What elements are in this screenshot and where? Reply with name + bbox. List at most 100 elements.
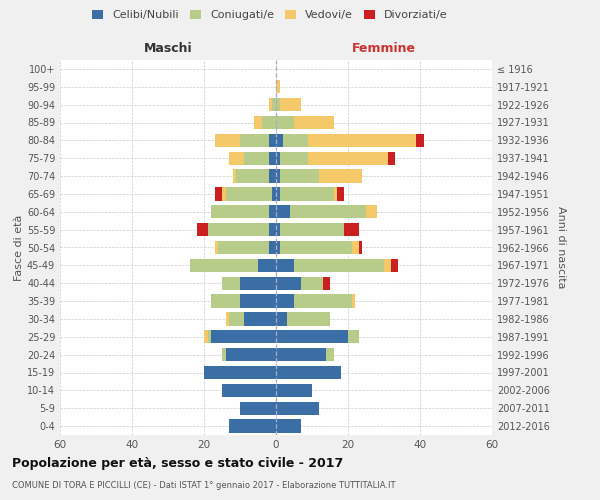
- Bar: [269, 134, 276, 147]
- Bar: [276, 98, 280, 112]
- Bar: [276, 402, 319, 415]
- Bar: [197, 223, 208, 236]
- Bar: [276, 330, 348, 344]
- Bar: [211, 205, 269, 218]
- Bar: [229, 312, 244, 326]
- Bar: [416, 134, 424, 147]
- Bar: [276, 170, 280, 183]
- Bar: [352, 241, 359, 254]
- Bar: [215, 241, 218, 254]
- Bar: [276, 223, 280, 236]
- Bar: [323, 276, 330, 290]
- Text: COMUNE DI TORA E PICCILLI (CE) - Dati ISTAT 1° gennaio 2017 - Elaborazione TUTTI: COMUNE DI TORA E PICCILLI (CE) - Dati IS…: [12, 481, 395, 490]
- Bar: [276, 241, 280, 254]
- Bar: [276, 348, 326, 362]
- Bar: [222, 348, 226, 362]
- Bar: [348, 330, 359, 344]
- Bar: [301, 276, 323, 290]
- Text: Popolazione per età, sesso e stato civile - 2017: Popolazione per età, sesso e stato civil…: [12, 458, 343, 470]
- Y-axis label: Anni di nascita: Anni di nascita: [556, 206, 566, 289]
- Bar: [294, 258, 384, 272]
- Bar: [344, 223, 359, 236]
- Bar: [262, 116, 276, 129]
- Bar: [236, 170, 269, 183]
- Bar: [334, 187, 337, 200]
- Bar: [269, 223, 276, 236]
- Bar: [388, 152, 395, 165]
- Bar: [276, 384, 312, 397]
- Bar: [218, 241, 269, 254]
- Bar: [269, 241, 276, 254]
- Bar: [276, 116, 294, 129]
- Bar: [204, 330, 208, 344]
- Bar: [204, 366, 276, 379]
- Bar: [222, 276, 240, 290]
- Bar: [226, 187, 272, 200]
- Bar: [391, 258, 398, 272]
- Bar: [240, 294, 276, 308]
- Bar: [276, 187, 280, 200]
- Bar: [244, 312, 276, 326]
- Bar: [276, 420, 301, 433]
- Bar: [294, 294, 352, 308]
- Bar: [211, 330, 276, 344]
- Bar: [276, 276, 301, 290]
- Bar: [276, 294, 294, 308]
- Y-axis label: Fasce di età: Fasce di età: [14, 214, 24, 280]
- Bar: [276, 205, 290, 218]
- Bar: [280, 223, 344, 236]
- Bar: [359, 241, 362, 254]
- Bar: [337, 187, 344, 200]
- Bar: [280, 152, 308, 165]
- Bar: [326, 348, 334, 362]
- Bar: [280, 98, 301, 112]
- Bar: [269, 170, 276, 183]
- Bar: [240, 402, 276, 415]
- Bar: [240, 276, 276, 290]
- Bar: [258, 258, 276, 272]
- Bar: [276, 312, 287, 326]
- Bar: [280, 241, 352, 254]
- Text: Femmine: Femmine: [352, 42, 416, 54]
- Bar: [294, 116, 334, 129]
- Text: Maschi: Maschi: [143, 42, 193, 54]
- Bar: [211, 294, 240, 308]
- Bar: [366, 205, 377, 218]
- Bar: [229, 420, 276, 433]
- Bar: [240, 134, 269, 147]
- Bar: [222, 384, 276, 397]
- Bar: [215, 187, 222, 200]
- Bar: [269, 98, 272, 112]
- Bar: [276, 366, 341, 379]
- Bar: [190, 258, 258, 272]
- Bar: [215, 134, 240, 147]
- Bar: [226, 348, 276, 362]
- Bar: [352, 294, 355, 308]
- Bar: [319, 170, 362, 183]
- Bar: [283, 134, 308, 147]
- Bar: [276, 80, 280, 94]
- Bar: [272, 187, 276, 200]
- Bar: [280, 187, 334, 200]
- Bar: [229, 152, 244, 165]
- Bar: [280, 170, 319, 183]
- Bar: [276, 258, 294, 272]
- Bar: [276, 152, 280, 165]
- Bar: [254, 116, 262, 129]
- Bar: [208, 223, 269, 236]
- Bar: [226, 312, 229, 326]
- Bar: [244, 152, 269, 165]
- Legend: Celibi/Nubili, Coniugati/e, Vedovi/e, Divorziati/e: Celibi/Nubili, Coniugati/e, Vedovi/e, Di…: [88, 6, 452, 25]
- Bar: [233, 170, 236, 183]
- Bar: [384, 258, 391, 272]
- Bar: [308, 152, 388, 165]
- Bar: [222, 187, 226, 200]
- Bar: [308, 134, 416, 147]
- Bar: [276, 134, 283, 147]
- Bar: [287, 312, 330, 326]
- Bar: [272, 98, 276, 112]
- Bar: [269, 205, 276, 218]
- Bar: [208, 330, 211, 344]
- Bar: [290, 205, 366, 218]
- Bar: [269, 152, 276, 165]
